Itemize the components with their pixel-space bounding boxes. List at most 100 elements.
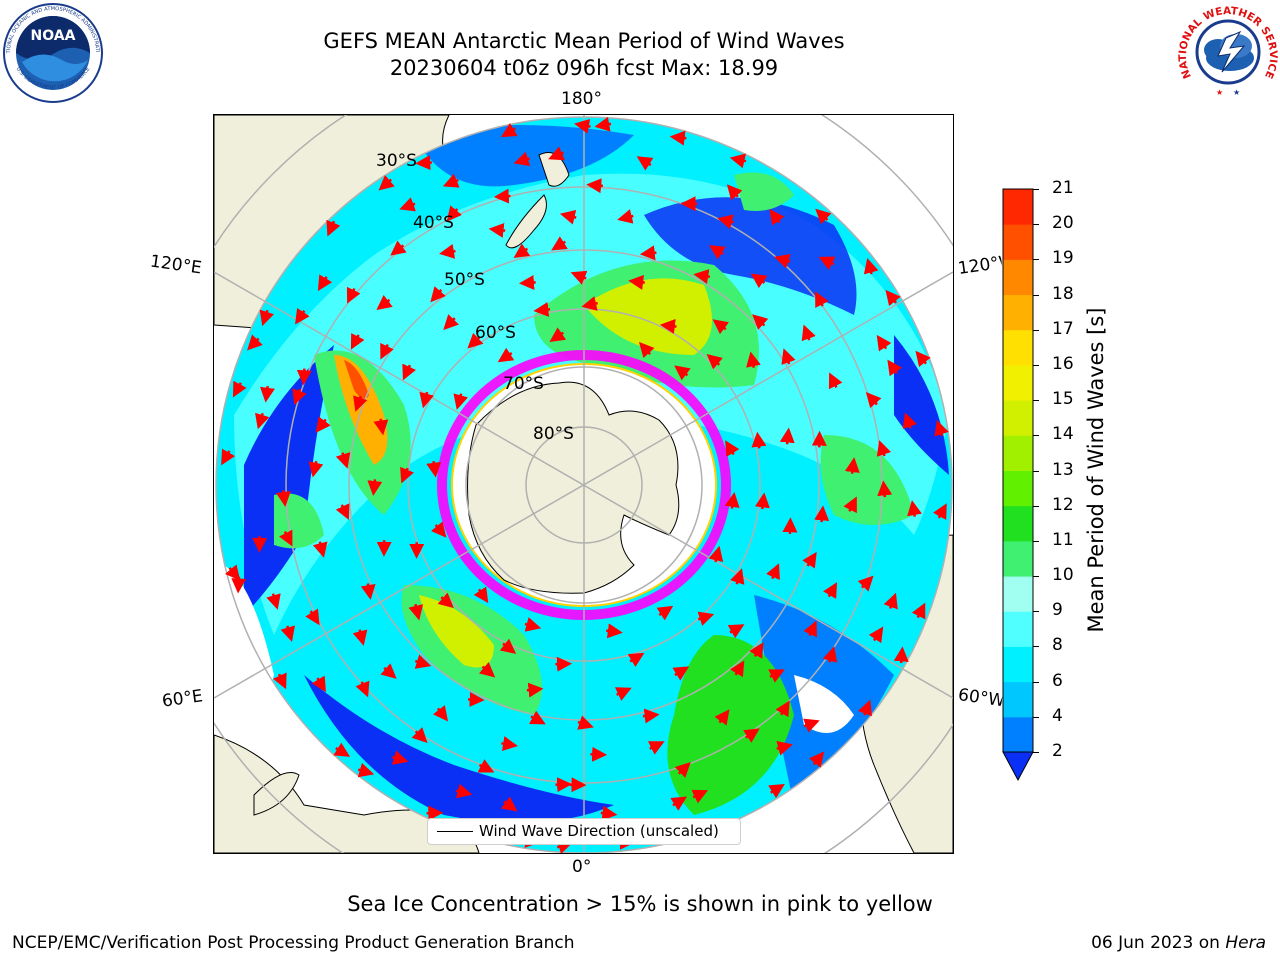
wind-wave-arrow	[768, 783, 785, 799]
wind-wave-arrow	[292, 388, 307, 405]
colorbar-band	[1003, 576, 1033, 612]
wind-wave-arrow	[453, 393, 468, 410]
colorbar-band	[1003, 611, 1033, 647]
lon-label-right-upper: 120°W	[956, 253, 1004, 279]
wind-wave-arrow	[674, 762, 691, 778]
wind-wave-arrow	[617, 209, 634, 224]
wind-wave-arrow	[333, 742, 351, 757]
wind-wave-arrow	[467, 332, 484, 349]
colorbar-tick-mark	[1033, 716, 1039, 718]
legend-line-swatch	[437, 831, 473, 832]
wind-wave-arrow	[391, 750, 409, 765]
wind-wave-arrow	[915, 350, 931, 368]
colorbar-tick-label: 10	[1052, 565, 1074, 586]
star-icon: ★	[1216, 88, 1223, 97]
lat-label-30s: 30°S	[376, 151, 417, 171]
wind-wave-arrow	[577, 715, 594, 730]
wind-wave-arrow	[636, 156, 654, 171]
wind-wave-arrow	[443, 314, 460, 331]
wind-wave-arrow	[766, 563, 780, 580]
chart-subtitle: 20230604 t06z 096h fcst Max: 18.99	[389, 56, 779, 80]
colorbar-label: Mean Period of Wind Waves [s]	[1084, 307, 1108, 633]
wind-wave-arrow	[399, 197, 416, 212]
wind-wave-arrow	[346, 286, 361, 304]
wind-wave-arrow	[893, 646, 909, 664]
wind-wave-arrow	[776, 741, 793, 756]
colorbar	[1002, 188, 1034, 782]
wind-wave-arrow	[752, 314, 769, 330]
nws-logo: NATIONAL WEATHER SERVICE ★ ★	[1178, 4, 1278, 100]
wind-wave-arrow	[877, 480, 893, 498]
wind-wave-arrow	[606, 623, 623, 639]
colorbar-tick-label: 16	[1052, 353, 1074, 374]
noaa-logo-text: NOAA	[31, 28, 76, 44]
colorbar-tick-mark	[1033, 259, 1039, 261]
wind-wave-arrow	[373, 418, 389, 436]
colorbar-tick-mark	[1033, 294, 1039, 296]
wind-wave-arrow	[477, 759, 495, 773]
wind-wave-arrow	[430, 286, 446, 303]
colorbar-tick-mark	[1033, 752, 1039, 753]
wind-wave-arrow	[488, 222, 506, 238]
wind-wave-arrow	[255, 412, 270, 430]
wind-wave-arrow	[823, 582, 838, 599]
wind-wave-arrow	[221, 448, 236, 466]
polar-map	[214, 115, 953, 853]
wind-wave-arrow	[730, 660, 745, 678]
wind-wave-arrow	[693, 269, 711, 284]
colorbar-tick-label: 15	[1052, 389, 1074, 410]
wind-wave-arrow	[312, 541, 328, 558]
wind-wave-arrow	[352, 629, 368, 646]
wind-wave-arrow	[499, 638, 517, 654]
wind-wave-arrow	[706, 353, 723, 370]
wind-wave-arrow	[746, 351, 761, 369]
wind-wave-arrow	[574, 118, 591, 134]
wind-wave-arrow	[570, 270, 588, 285]
wind-wave-arrow	[272, 672, 287, 690]
colorbar-tick-label: 11	[1052, 529, 1074, 550]
wind-wave-arrow	[390, 240, 407, 256]
colorbar-band	[1003, 716, 1033, 753]
wind-wave-arrow	[656, 605, 674, 621]
wind-wave-arrow	[526, 682, 544, 698]
wind-wave-arrow	[335, 503, 350, 521]
colorbar-band	[1003, 294, 1033, 331]
colorbar-tick-label: 13	[1052, 459, 1074, 480]
wind-wave-arrow	[815, 291, 829, 309]
wind-wave-arrow	[247, 334, 263, 351]
colorbar-tick-label: 2	[1052, 741, 1063, 761]
wind-wave-arrow	[519, 275, 536, 290]
wind-wave-arrow	[513, 243, 531, 258]
colorbar-tick-label: 4	[1052, 705, 1063, 726]
wind-wave-arrow	[844, 457, 860, 474]
wind-wave-arrow	[669, 130, 687, 146]
wind-wave-arrow	[260, 385, 275, 403]
colorbar-tick-label: 12	[1052, 494, 1074, 515]
wind-wave-arrow	[775, 700, 790, 718]
colorbar-band	[1003, 224, 1033, 260]
wind-wave-arrows	[221, 116, 949, 853]
colorbar-band	[1003, 329, 1033, 366]
colorbar-band	[1003, 505, 1033, 542]
colorbar-tick-label: 21	[1052, 178, 1074, 198]
noaa-logo: NOAA NATIONAL OCEANIC AND ATMOSPHERIC AD…	[2, 2, 103, 103]
lat-label-50s: 50°S	[444, 270, 485, 290]
map-legend: Wind Wave Direction (unscaled)	[427, 818, 741, 845]
colorbar-tick-label: 8	[1052, 635, 1063, 656]
wind-wave-arrow	[647, 741, 665, 755]
colorbar-band	[1003, 681, 1033, 718]
wind-wave-arrow	[822, 646, 838, 663]
wind-wave-arrow	[857, 699, 872, 717]
legend-label: Wind Wave Direction (unscaled)	[479, 822, 719, 840]
colorbar-tick-mark	[1033, 435, 1039, 437]
wind-wave-arrow	[712, 319, 729, 335]
wind-wave-arrow	[724, 492, 740, 509]
wind-wave-arrow	[308, 460, 324, 478]
colorbar-tick-mark	[1033, 611, 1039, 613]
wind-wave-arrow	[529, 710, 546, 725]
wind-wave-arrow	[360, 583, 376, 600]
wind-wave-arrow	[863, 257, 879, 275]
wind-wave-arrow	[729, 153, 747, 169]
colorbar-tick-mark	[1033, 681, 1039, 683]
wind-wave-arrow	[493, 188, 511, 204]
